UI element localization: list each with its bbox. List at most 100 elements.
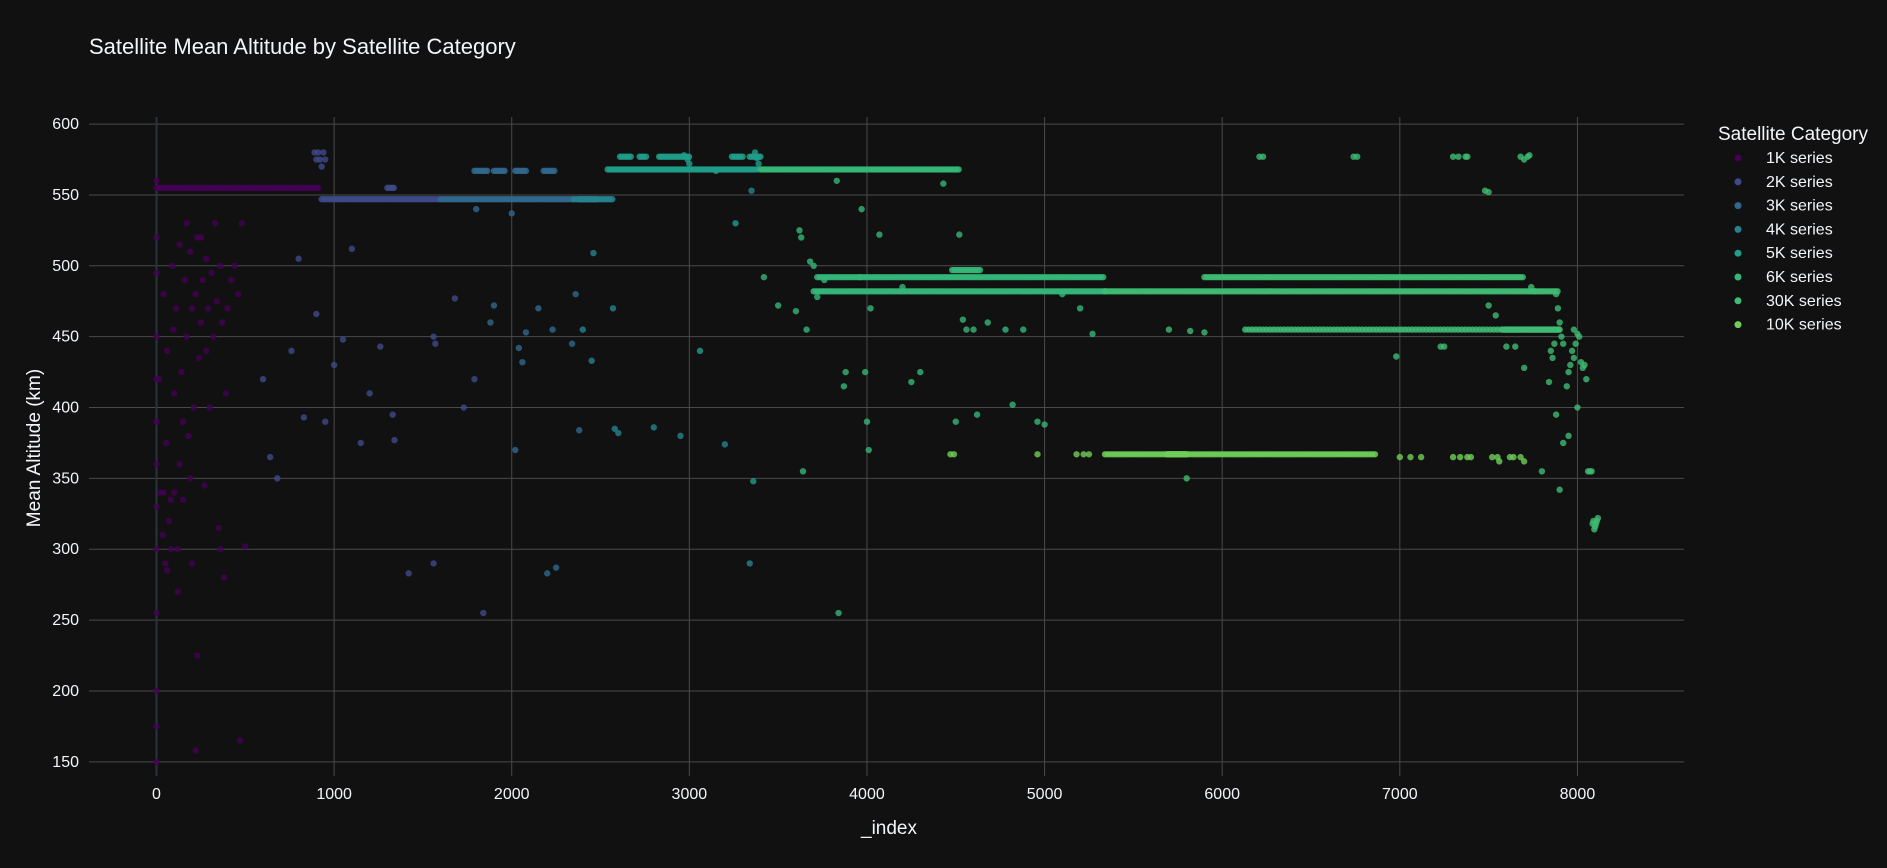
data-point [377, 343, 384, 350]
legend-item[interactable]: 5K series [1734, 245, 1833, 262]
data-point [217, 262, 224, 270]
x-tick-label: 5000 [1027, 786, 1063, 803]
data-point [552, 564, 560, 571]
data-point [197, 319, 205, 326]
data-point [176, 461, 183, 468]
data-point [490, 302, 498, 309]
data-point [522, 167, 530, 175]
data-point [178, 368, 185, 376]
data-point [1560, 439, 1567, 447]
data-point [1441, 343, 1448, 350]
data-point [1556, 486, 1563, 493]
data-point [1531, 288, 1539, 295]
data-point [551, 167, 558, 175]
data-point [1563, 383, 1570, 390]
data-point [963, 326, 970, 333]
data-point [753, 154, 761, 162]
data-point [1183, 451, 1190, 458]
y-tick-label: 300 [52, 541, 79, 558]
data-point [185, 432, 192, 440]
data-point [174, 546, 182, 553]
y-tick-label: 250 [52, 612, 79, 629]
legend-label: 2K series [1766, 174, 1833, 191]
legend-marker [1734, 202, 1742, 210]
data-point [1187, 327, 1194, 335]
legend-item[interactable]: 6K series [1734, 269, 1833, 286]
legend-marker [1734, 225, 1742, 233]
data-point [405, 570, 412, 577]
data-point [1485, 188, 1492, 196]
data-point [899, 283, 906, 291]
series-6k-series [757, 166, 1108, 617]
x-tick-label: 3000 [672, 786, 708, 803]
data-point [858, 205, 865, 213]
data-point [696, 347, 704, 355]
data-point [473, 205, 480, 213]
data-point [318, 163, 325, 170]
data-point [1492, 312, 1499, 319]
legend-marker [1734, 154, 1742, 162]
data-point [153, 234, 160, 241]
data-point [1552, 290, 1560, 298]
data-point [170, 326, 177, 333]
data-point [160, 290, 167, 298]
data-point [163, 439, 170, 447]
data-point [1572, 340, 1579, 347]
data-point [732, 220, 739, 227]
legend-item[interactable]: 10K series [1734, 317, 1842, 334]
data-point [330, 361, 338, 369]
data-point [1570, 326, 1578, 333]
data-point [153, 758, 160, 766]
data-point [484, 167, 491, 175]
data-point [153, 333, 160, 340]
data-point [1565, 432, 1572, 440]
data-point [206, 404, 213, 411]
data-point [167, 546, 174, 553]
data-point [1002, 326, 1009, 333]
data-point [760, 273, 768, 281]
data-point [1520, 364, 1528, 372]
data-point [153, 687, 160, 695]
data-point [1568, 347, 1576, 355]
data-point [512, 446, 519, 454]
data-point [1371, 451, 1379, 458]
series-1k-series [153, 177, 322, 766]
legend-item[interactable]: 1K series [1734, 150, 1833, 167]
data-point [172, 305, 180, 312]
data-point [609, 195, 616, 203]
data-point [430, 333, 437, 340]
data-point [1591, 526, 1598, 533]
data-point [568, 340, 576, 347]
data-point [167, 496, 174, 503]
y-tick-label: 500 [52, 258, 79, 275]
data-point [1538, 468, 1546, 475]
data-point [1558, 333, 1565, 340]
data-point [1581, 361, 1588, 369]
legend-item[interactable]: 3K series [1734, 198, 1833, 215]
data-point [1467, 453, 1475, 461]
data-point [391, 436, 398, 444]
data-point [867, 305, 874, 312]
data-point [976, 266, 984, 274]
legend[interactable]: Satellite Category 1K series 2K series 3K … [1718, 124, 1868, 334]
data-point [1353, 153, 1361, 160]
legend-items[interactable]: 1K series 2K series 3K series 4K series 5K s… [1734, 150, 1842, 334]
legend-label: 1K series [1766, 150, 1833, 167]
data-points [153, 149, 1602, 766]
legend-marker [1734, 249, 1742, 257]
data-point [1259, 153, 1267, 160]
legend-item[interactable]: 2K series [1734, 174, 1833, 191]
legend-item[interactable]: 30K series [1734, 293, 1842, 310]
data-point [162, 560, 169, 567]
y-tick-label: 200 [52, 683, 79, 700]
series-10k-series [947, 451, 1528, 465]
legend-marker [1734, 273, 1742, 281]
y-tick-label: 450 [52, 329, 79, 346]
data-point [1570, 354, 1578, 362]
legend-label: 30K series [1766, 293, 1842, 310]
data-point [751, 149, 759, 156]
y-tick-label: 550 [52, 187, 79, 204]
data-point [155, 375, 163, 383]
legend-item[interactable]: 4K series [1734, 221, 1833, 238]
